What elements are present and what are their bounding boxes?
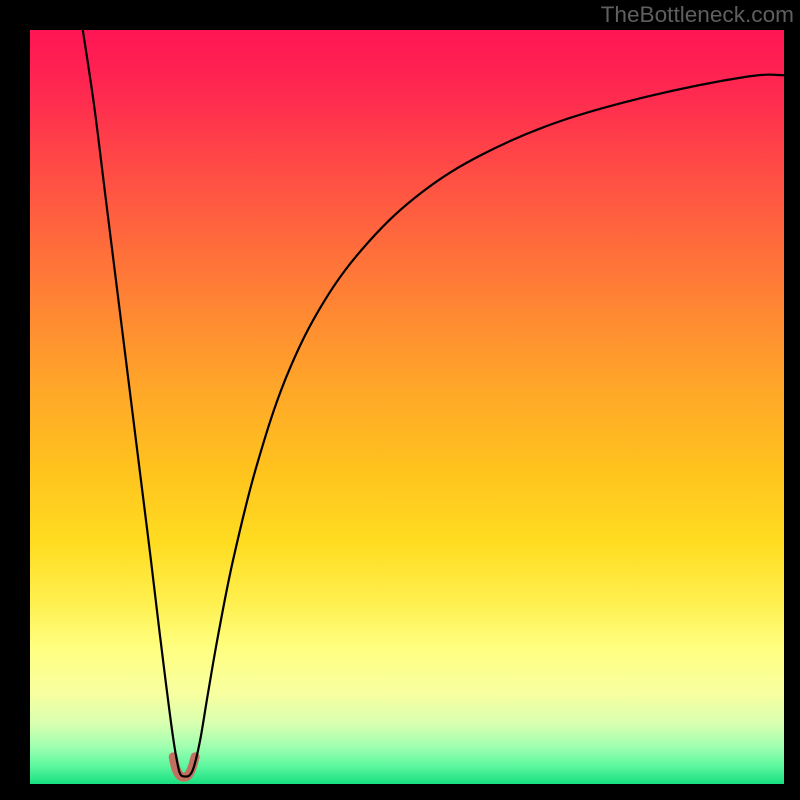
chart-container: TheBottleneck.com: [0, 0, 800, 800]
plot-svg: [30, 30, 784, 784]
main-curve: [83, 30, 784, 777]
plot-area: [30, 30, 784, 784]
watermark-text: TheBottleneck.com: [601, 2, 794, 28]
